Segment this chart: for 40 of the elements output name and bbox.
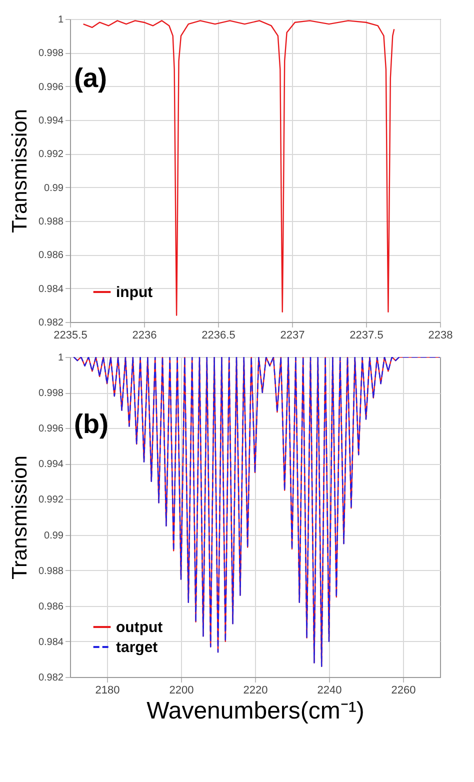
y-axis-title: Transmission [8, 455, 32, 580]
y-tick-label: 0.998 [38, 48, 64, 60]
x-tick-label: 2236 [132, 330, 157, 342]
legend-label: target [116, 639, 158, 656]
annotation: (a) [74, 63, 107, 93]
y-tick-label: 0.996 [38, 82, 64, 93]
y-tick-label: 1 [58, 14, 64, 26]
y-tick-label: 0.99 [44, 182, 64, 194]
y-tick-label: 0.984 [38, 284, 64, 295]
y-tick-label: 0.996 [38, 424, 64, 435]
y-tick-label: 0.986 [38, 250, 64, 262]
x-tick-label: 2237 [280, 330, 305, 342]
x-tick-label: 2237.5 [350, 330, 384, 342]
y-axis-title: Transmission [8, 108, 32, 234]
x-axis-title: Wavenumbers(cm⁻¹) [146, 698, 364, 724]
x-tick-label: 2200 [169, 684, 194, 696]
y-tick-label: 0.988 [38, 216, 64, 228]
y-tick-label: 1 [58, 352, 64, 364]
x-tick-label: 2236.5 [202, 330, 236, 342]
y-tick-label: 0.986 [38, 601, 64, 612]
y-tick-label: 0.982 [38, 318, 64, 328]
y-tick-label: 0.992 [38, 494, 64, 506]
y-tick-label: 0.982 [38, 672, 64, 684]
x-tick-label: 2235.5 [54, 330, 88, 342]
annotation: (b) [74, 409, 108, 439]
legend-label: input [116, 284, 153, 301]
x-tick-label: 2240 [317, 684, 342, 696]
x-tick-label: 2220 [243, 684, 268, 696]
y-tick-label: 0.988 [38, 566, 64, 577]
line-series [73, 357, 440, 667]
y-tick-label: 0.99 [44, 530, 64, 542]
x-tick-label: 2180 [95, 684, 120, 696]
legend-label: output [116, 619, 163, 636]
y-tick-label: 0.998 [38, 388, 64, 400]
x-tick-label: 2260 [391, 684, 416, 696]
y-tick-label: 0.994 [38, 116, 64, 126]
y-tick-label: 0.984 [38, 636, 64, 648]
x-tick-label: 2238 [428, 330, 453, 342]
y-tick-label: 0.994 [38, 459, 64, 470]
y-tick-label: 0.992 [38, 149, 64, 160]
